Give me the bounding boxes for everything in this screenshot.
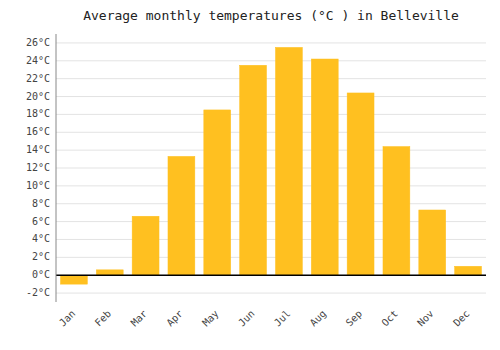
- y-tick-label: 4°C: [32, 233, 50, 244]
- grid-line: [56, 275, 486, 276]
- grid-line: [56, 150, 486, 151]
- bar: [383, 147, 410, 276]
- grid-line: [56, 96, 486, 97]
- y-tick-label: 8°C: [32, 198, 50, 209]
- x-tick-label: Jan: [57, 308, 78, 329]
- zero-line: [56, 274, 486, 276]
- bar: [168, 156, 195, 275]
- x-tick-label: Jul: [272, 308, 293, 329]
- grid-line: [56, 60, 486, 61]
- chart: Average monthly temperatures (°C ) in Be…: [0, 0, 500, 350]
- y-axis-line: [56, 34, 57, 302]
- grid-line: [56, 293, 486, 294]
- bar: [132, 216, 159, 275]
- bar: [275, 47, 302, 275]
- y-tick-label: 20°C: [26, 91, 50, 102]
- y-tick-label: 18°C: [26, 108, 50, 119]
- bar: [419, 210, 446, 275]
- x-tick-label: May: [200, 308, 221, 329]
- bar: [240, 65, 267, 275]
- y-tick-label: 12°C: [26, 162, 50, 173]
- grid-line: [56, 78, 486, 79]
- x-tick-label: Nov: [415, 308, 436, 329]
- grid-line: [56, 132, 486, 133]
- y-tick-label: 10°C: [26, 180, 50, 191]
- y-tick-label: 24°C: [26, 55, 50, 66]
- x-tick-label: Apr: [164, 308, 185, 329]
- x-tick-label: Dec: [451, 308, 472, 329]
- x-tick-label: Feb: [93, 308, 114, 329]
- y-tick-label: 22°C: [26, 73, 50, 84]
- grid-line: [56, 42, 486, 43]
- bar: [204, 110, 231, 275]
- y-tick-label: 2°C: [32, 251, 50, 262]
- chart-container: Average monthly temperatures (°C ) in Be…: [0, 0, 500, 350]
- grid-line: [56, 168, 486, 169]
- y-tick-label: 0°C: [32, 269, 50, 280]
- y-tick-label: 26°C: [26, 37, 50, 48]
- bar: [311, 59, 338, 275]
- y-tick-label: 16°C: [26, 126, 50, 137]
- x-tick-label: Jun: [236, 308, 257, 329]
- grid-line: [56, 203, 486, 204]
- grid-line: [56, 185, 486, 186]
- x-tick-label: Mar: [129, 308, 150, 329]
- y-tick-label: -2°C: [26, 287, 50, 298]
- title: Average monthly temperatures (°C ) in Be…: [83, 8, 459, 23]
- bar: [347, 93, 374, 275]
- x-tick-label: Aug: [308, 308, 329, 329]
- grid: [56, 43, 486, 293]
- x-tick-label: Oct: [379, 308, 400, 329]
- grid-line: [56, 114, 486, 115]
- x-tick-label: Sep: [344, 308, 365, 329]
- bars: [60, 47, 481, 284]
- bar: [96, 270, 123, 275]
- y-tick-label: 6°C: [32, 216, 50, 227]
- bar: [60, 275, 87, 284]
- bar: [455, 266, 482, 275]
- y-tick-label: 14°C: [26, 144, 50, 155]
